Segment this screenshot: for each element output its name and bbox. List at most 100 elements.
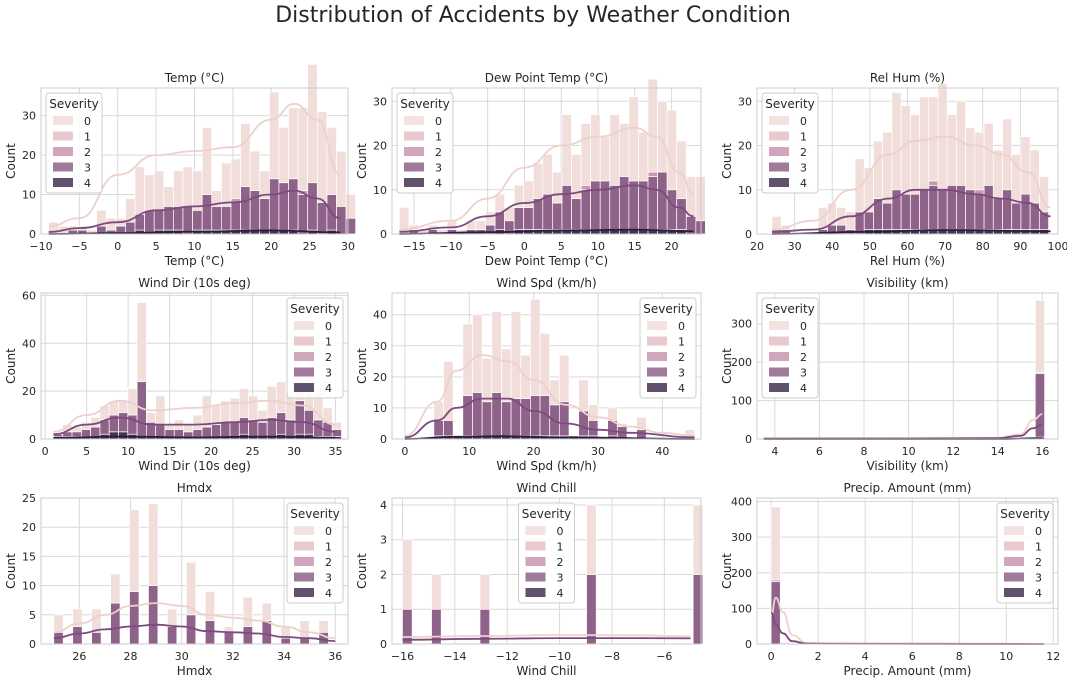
bar-severity-3 xyxy=(937,189,948,230)
bar-severity-0 xyxy=(561,114,572,186)
bar-severity-3 xyxy=(676,198,687,230)
y-axis-label: Count xyxy=(720,143,734,179)
bar-severity-0 xyxy=(900,105,911,195)
bar-severity-0 xyxy=(167,608,178,627)
legend-label: 0 xyxy=(325,320,332,333)
bar-severity-0 xyxy=(211,405,222,425)
bar-severity-3 xyxy=(288,178,299,231)
legend-swatch-severity-1 xyxy=(769,336,789,346)
bar-severity-0 xyxy=(192,414,203,430)
legend-swatch-severity-0 xyxy=(769,116,789,125)
bar-severity-3 xyxy=(336,206,347,235)
legend-title: Severity xyxy=(643,302,693,316)
y-axis-label: Count xyxy=(4,553,18,589)
x-tick-label: 10 xyxy=(462,445,476,458)
bar-severity-0 xyxy=(965,127,976,191)
bar-severity-0 xyxy=(481,357,493,403)
bar-severity-3 xyxy=(571,198,582,230)
bar-severity-0 xyxy=(248,395,259,421)
bar-severity-3 xyxy=(118,412,129,433)
y-axis-label: Count xyxy=(355,143,369,179)
y-tick-label: 30 xyxy=(738,95,752,108)
y-tick-label: 10 xyxy=(738,184,752,197)
y-axis-label: Count xyxy=(4,143,18,179)
legend-swatch-severity-2 xyxy=(769,352,789,361)
bar-severity-0 xyxy=(882,131,893,204)
x-tick-label: 8 xyxy=(956,650,963,663)
bar-severity-3 xyxy=(609,184,620,230)
bar-severity-0 xyxy=(472,314,483,393)
bar-severity-3 xyxy=(552,202,563,230)
x-tick-label: 20 xyxy=(527,445,541,458)
x-tick-label: 10 xyxy=(188,240,202,253)
bar-severity-0 xyxy=(242,596,253,627)
x-tick-label: 30 xyxy=(788,240,802,253)
bar-severity-3 xyxy=(520,398,531,437)
bar-severity-0 xyxy=(307,63,318,184)
x-tick-label: 60 xyxy=(901,240,915,253)
bar-severity-3 xyxy=(307,182,318,231)
bar-severity-3 xyxy=(580,189,591,230)
x-tick-label: 12 xyxy=(1046,650,1060,663)
bar-severity-3 xyxy=(201,194,213,231)
legend-label: 3 xyxy=(325,367,332,380)
legend-swatch-severity-3 xyxy=(294,367,314,377)
bar-severity-0 xyxy=(501,348,512,403)
y-tick-label: 200 xyxy=(731,356,752,369)
y-tick-label: 20 xyxy=(738,140,752,153)
legend: Severity 0 1 2 3 4 xyxy=(761,297,819,399)
x-tick-label: 5 xyxy=(153,240,160,253)
x-tick-label: 26 xyxy=(72,650,86,663)
bar-severity-0 xyxy=(580,123,591,186)
axes-frame xyxy=(391,497,702,645)
y-tick-label: 40 xyxy=(373,309,387,322)
kde-line-severity-3 xyxy=(399,184,694,233)
bar-severity-3 xyxy=(221,206,232,231)
legend-swatch-severity-0 xyxy=(294,321,314,330)
bar-severity-3 xyxy=(257,421,268,437)
bar-severity-3 xyxy=(900,193,911,230)
x-tick-label: 10 xyxy=(591,240,605,253)
x-tick-label: −8 xyxy=(604,650,620,663)
legend: Severity 0 1 2 3 4 xyxy=(45,92,103,194)
bar-severity-0 xyxy=(636,416,647,431)
legend-swatch-severity-0 xyxy=(404,116,424,125)
bar-severity-0 xyxy=(204,591,216,621)
legend-title: Severity xyxy=(765,302,815,316)
bar-severity-0 xyxy=(221,162,232,207)
x-tick-label: 14 xyxy=(991,445,1005,458)
bar-severity-0 xyxy=(983,123,994,186)
bar-severity-0 xyxy=(173,170,184,207)
x-tick-label: −12 xyxy=(496,650,519,663)
legend: Severity 0 1 2 3 4 xyxy=(518,502,575,604)
bar-severity-3 xyxy=(278,182,289,231)
legend-swatch-severity-4 xyxy=(769,178,789,187)
kde-line-severity-4 xyxy=(48,229,341,235)
legend-label: 0 xyxy=(557,525,564,538)
bar-severity-0 xyxy=(532,162,544,199)
x-tick-label: 34 xyxy=(277,650,291,663)
x-tick-label: −14 xyxy=(443,650,466,663)
x-tick-label: 0 xyxy=(521,240,528,253)
x-tick-label: 40 xyxy=(655,445,669,458)
x-tick-label: 0 xyxy=(768,650,775,663)
legend-swatch-severity-2 xyxy=(404,147,424,156)
bar-severity-0 xyxy=(485,211,496,226)
legend-swatch-severity-0 xyxy=(53,116,73,125)
x-tick-label: 5 xyxy=(83,445,90,458)
y-tick-label: 0 xyxy=(745,638,752,651)
axes-frame xyxy=(756,87,1059,235)
bar-severity-3 xyxy=(647,176,658,230)
bar-severity-3 xyxy=(532,198,544,230)
legend-label: 0 xyxy=(678,320,685,333)
bar-severity-0 xyxy=(638,131,649,182)
bar-severity-0 xyxy=(1020,136,1031,195)
legend-swatch-severity-3 xyxy=(769,367,789,377)
legend-label: 0 xyxy=(800,115,807,128)
legend: Severity 0 1 2 3 4 xyxy=(761,92,819,194)
bar-severity-3 xyxy=(230,202,241,231)
bar-severity-0 xyxy=(91,608,102,633)
legend-label: 0 xyxy=(84,115,91,128)
subplot-title: Precip. Amount (mm) xyxy=(844,481,972,495)
